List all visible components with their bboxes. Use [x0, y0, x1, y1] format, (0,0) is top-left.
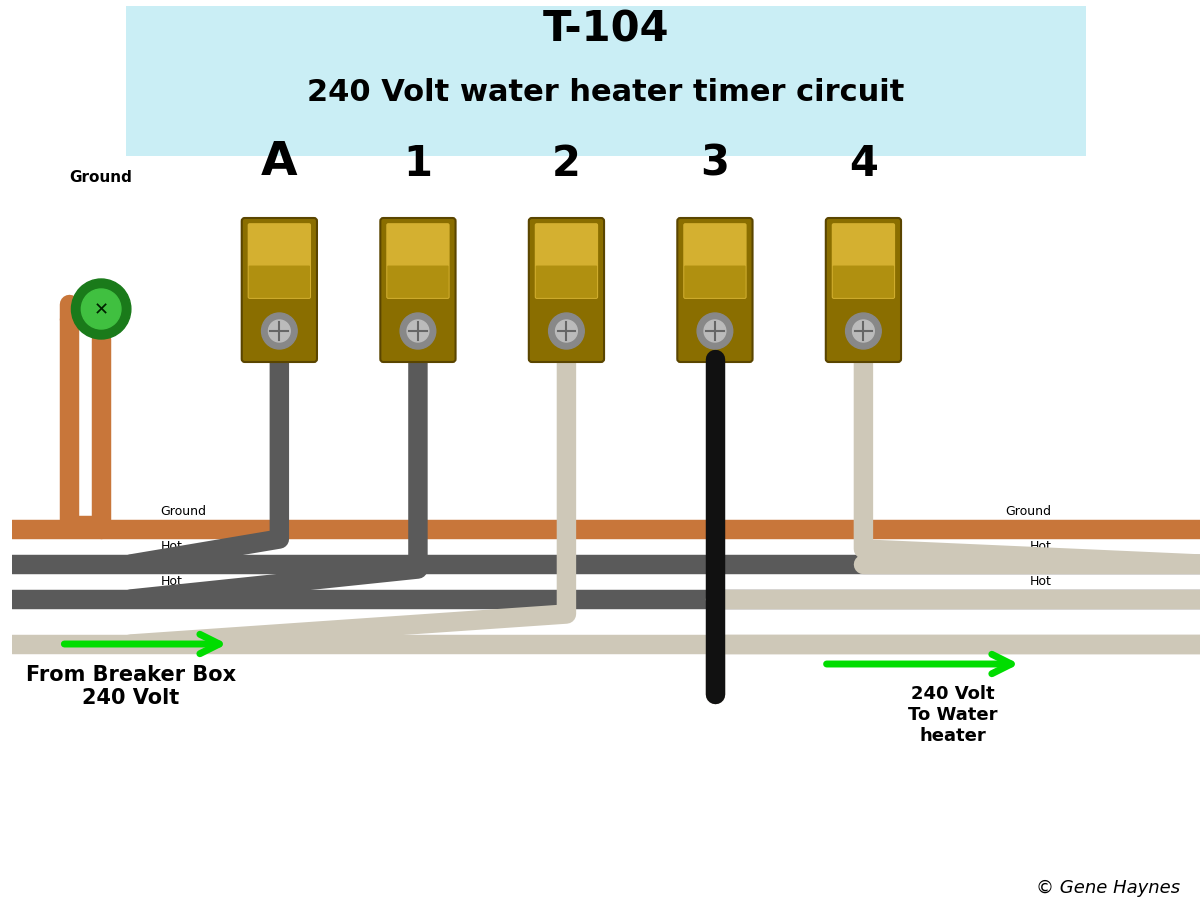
Text: A: A: [262, 140, 298, 185]
Text: ✕: ✕: [94, 301, 109, 319]
Text: 3: 3: [701, 143, 730, 185]
FancyBboxPatch shape: [241, 219, 317, 363]
FancyBboxPatch shape: [529, 219, 604, 363]
Text: From Breaker Box
240 Volt: From Breaker Box 240 Volt: [25, 664, 236, 708]
Text: Ground: Ground: [70, 169, 132, 185]
FancyBboxPatch shape: [535, 224, 598, 300]
Text: 240 Volt water heater timer circuit: 240 Volt water heater timer circuit: [307, 77, 905, 107]
Text: Ground: Ground: [161, 505, 206, 517]
FancyBboxPatch shape: [684, 266, 745, 299]
Circle shape: [852, 321, 875, 343]
Circle shape: [400, 313, 436, 350]
Text: 4: 4: [848, 143, 878, 185]
Text: 2: 2: [552, 143, 581, 185]
FancyBboxPatch shape: [683, 224, 746, 300]
FancyBboxPatch shape: [248, 266, 310, 299]
Circle shape: [72, 280, 131, 340]
FancyBboxPatch shape: [247, 224, 311, 300]
Circle shape: [82, 290, 121, 330]
FancyBboxPatch shape: [833, 266, 894, 299]
Text: Hot: Hot: [161, 539, 182, 552]
FancyBboxPatch shape: [826, 219, 901, 363]
FancyBboxPatch shape: [535, 266, 598, 299]
Text: Hot: Hot: [1030, 574, 1051, 588]
FancyBboxPatch shape: [677, 219, 752, 363]
FancyBboxPatch shape: [388, 266, 449, 299]
Text: Hot: Hot: [161, 574, 182, 588]
Text: Ground: Ground: [1006, 505, 1051, 517]
Text: Hot: Hot: [1030, 539, 1051, 552]
Circle shape: [704, 321, 726, 343]
Circle shape: [697, 313, 733, 350]
Text: 240 Volt
To Water
heater: 240 Volt To Water heater: [907, 684, 997, 743]
FancyBboxPatch shape: [380, 219, 456, 363]
FancyBboxPatch shape: [126, 7, 1086, 157]
Circle shape: [548, 313, 584, 350]
Circle shape: [556, 321, 577, 343]
Circle shape: [269, 321, 290, 343]
Text: © Gene Haynes: © Gene Haynes: [1036, 878, 1181, 896]
Text: T-104: T-104: [542, 9, 670, 51]
Circle shape: [407, 321, 428, 343]
FancyBboxPatch shape: [832, 224, 895, 300]
Text: 1: 1: [403, 143, 432, 185]
Circle shape: [846, 313, 881, 350]
FancyBboxPatch shape: [386, 224, 450, 300]
Circle shape: [262, 313, 298, 350]
